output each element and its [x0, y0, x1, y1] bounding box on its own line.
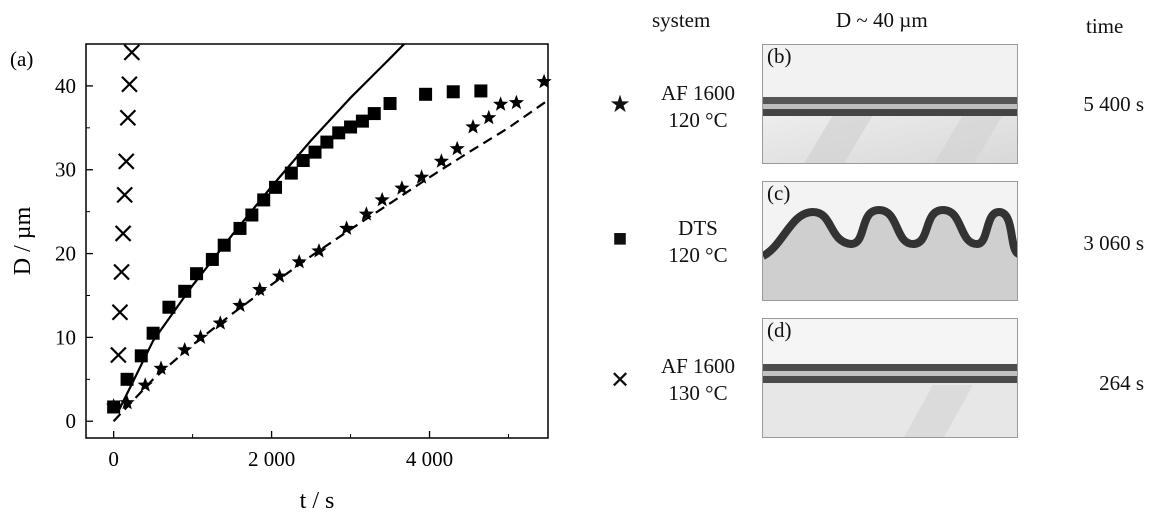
square-point [419, 87, 433, 101]
cross-point [110, 346, 127, 364]
square-marker-icon: ■ [612, 226, 628, 252]
square-point [146, 326, 160, 340]
header-size: D ~ 40 µm [836, 8, 928, 32]
star-point [153, 360, 169, 375]
square-point [205, 252, 219, 266]
y-tick-label: 30 [55, 158, 76, 182]
system-label-d: AF 1600 130 °C [618, 353, 778, 407]
cross-point [119, 109, 137, 127]
star-point [212, 315, 228, 330]
star-point [374, 191, 390, 207]
system-line2: 120 °C [668, 243, 728, 267]
star-point [232, 297, 248, 312]
star-point [177, 342, 193, 357]
star-point [508, 94, 524, 110]
x-tick-label: 0 [108, 447, 119, 471]
star-point [311, 243, 327, 258]
image-panel-b: (b) [762, 44, 1018, 164]
y-tick-label: 20 [55, 242, 76, 266]
star-point [536, 73, 552, 89]
cross-marker-icon: ✕ [609, 368, 631, 394]
square-point [284, 166, 298, 180]
square-point [120, 372, 134, 386]
cross-point [111, 303, 129, 321]
cross-point [117, 153, 135, 170]
star-point [252, 281, 268, 297]
system-line1: AF 1600 [660, 81, 736, 105]
square-point [217, 238, 231, 252]
image-panel-d: (d) [762, 318, 1018, 438]
square-point [308, 145, 322, 159]
square-point [178, 284, 192, 298]
panel-label: (d) [767, 318, 792, 342]
star-point [137, 377, 153, 392]
star-point [291, 254, 307, 269]
cross-point [123, 44, 141, 61]
square-point [446, 85, 460, 99]
time-b: 5 400 s [1083, 92, 1144, 116]
solid-fit-line [116, 44, 406, 414]
panel-label: (c) [767, 181, 791, 205]
star-point [339, 220, 355, 235]
header-time: time [1086, 14, 1124, 38]
y-axis-label: D / µm [10, 206, 36, 275]
time-d: 264 s [1099, 371, 1144, 395]
system-label-b: AF 1600 120 °C [618, 80, 778, 134]
panel-label: (b) [767, 44, 792, 68]
star-point [394, 180, 410, 195]
system-line1: DTS [678, 216, 718, 240]
square-point [474, 84, 488, 98]
star-point [119, 394, 135, 410]
system-line1: AF 1600 [660, 354, 736, 378]
y-tick-label: 40 [55, 74, 76, 98]
panel-label-a: (a) [10, 47, 33, 71]
square-point [355, 114, 369, 128]
chart: 0 2 000 4 000 0 10 20 30 40 t / s D / µm (a) [10, 43, 552, 514]
square-point [245, 208, 259, 222]
star-point [433, 153, 449, 168]
square-point [296, 154, 310, 168]
system-line2: 120 °C [668, 108, 728, 132]
square-point [162, 300, 176, 314]
header-system: system [652, 8, 711, 32]
star-point [465, 119, 481, 134]
star-point [358, 206, 374, 221]
system-line2: 130 °C [668, 381, 728, 405]
square-point [320, 135, 334, 149]
y-tick-label: 10 [55, 325, 76, 349]
plot-frame [85, 43, 549, 439]
y-tick-label: 0 [66, 409, 77, 433]
square-point [107, 400, 121, 414]
star-marker-icon: ★ [609, 92, 631, 118]
square-point [190, 267, 204, 281]
star-point [449, 140, 465, 156]
image-panel-c: (c) [762, 181, 1018, 301]
cross-point [121, 75, 138, 93]
star-point [481, 109, 497, 125]
cross-point [116, 186, 133, 204]
square-point [269, 180, 283, 194]
cross-point [114, 225, 132, 242]
square-point [233, 221, 247, 235]
square-point [257, 193, 271, 207]
star-point [271, 268, 288, 283]
square-point [367, 107, 381, 121]
cross-point [113, 263, 130, 281]
time-c: 3 060 s [1083, 231, 1144, 255]
square-point [332, 126, 346, 140]
square-point [344, 120, 358, 134]
star-point [414, 169, 430, 184]
star-point [493, 96, 509, 111]
x-tick-label: 2 000 [248, 447, 295, 471]
x-tick-label: 4 000 [406, 447, 453, 471]
x-axis-label: t / s [300, 488, 335, 514]
square-point [383, 97, 397, 111]
system-label-c: DTS 120 °C [618, 215, 778, 269]
square-point [134, 349, 148, 363]
star-point [192, 329, 209, 344]
